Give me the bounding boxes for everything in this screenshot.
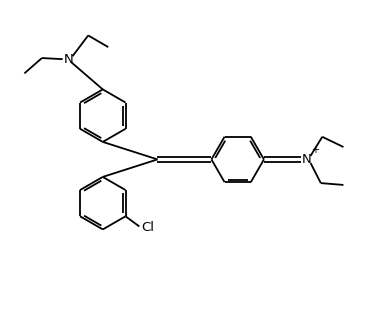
Text: +: +: [311, 145, 320, 155]
Text: N: N: [302, 153, 312, 166]
Text: N: N: [63, 53, 73, 66]
Text: Cl: Cl: [142, 221, 154, 234]
